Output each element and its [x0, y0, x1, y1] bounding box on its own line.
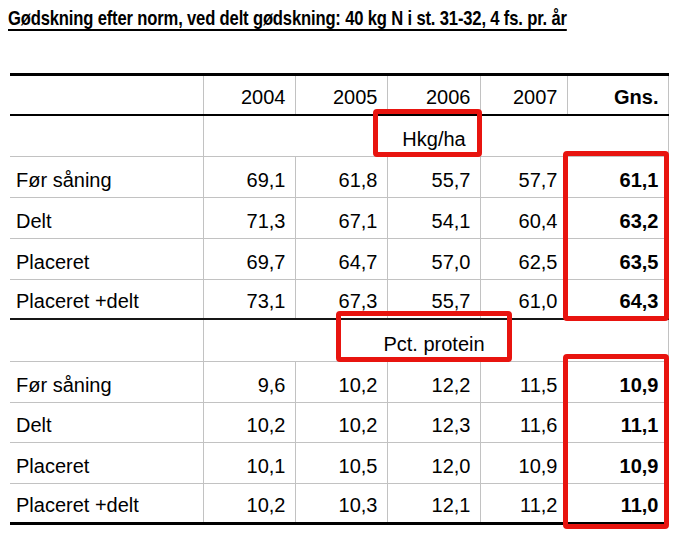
- data-cell: 55,7: [387, 280, 480, 319]
- data-cell: 67,3: [295, 280, 387, 319]
- data-cell: 10,1: [203, 443, 295, 484]
- row-label-cell: Placeret +delt: [10, 484, 203, 524]
- avg-cell: 11,0: [567, 484, 668, 524]
- row-label-cell: Placeret: [10, 239, 203, 280]
- data-cell: 12,0: [387, 443, 480, 484]
- table-row: Placeret +delt 73,1 67,3 55,7 61,0 64,3: [10, 280, 668, 319]
- data-cell: 10,3: [295, 484, 387, 524]
- data-cell: 10,2: [295, 403, 387, 443]
- band-empty-cell: [10, 319, 203, 362]
- data-cell: 11,5: [480, 362, 567, 403]
- data-cell: 12,3: [387, 403, 480, 443]
- section-band-row: Pct. protein: [10, 319, 668, 362]
- band-label-cell: Hkg/ha: [203, 115, 668, 157]
- avg-cell: 63,5: [567, 239, 668, 280]
- data-cell: 60,4: [480, 198, 567, 239]
- year-header-cell: 2006: [387, 75, 480, 115]
- row-label-cell: Før såning: [10, 362, 203, 403]
- data-cell: 10,5: [295, 443, 387, 484]
- year-header-cell: 2004: [203, 75, 295, 115]
- data-cell: 69,1: [203, 157, 295, 198]
- year-header-cell: 2007: [480, 75, 567, 115]
- data-cell: 64,7: [295, 239, 387, 280]
- row-label-cell: Før såning: [10, 157, 203, 198]
- data-cell: 62,5: [480, 239, 567, 280]
- data-cell: 12,1: [387, 484, 480, 524]
- row-label-cell: Placeret: [10, 443, 203, 484]
- avg-header-cell: Gns.: [567, 75, 668, 115]
- data-cell: 10,2: [203, 484, 295, 524]
- data-cell: 54,1: [387, 198, 480, 239]
- data-table: 2004 2005 2006 2007 Gns. Hkg/ha Før såni…: [10, 73, 669, 525]
- table-row: Før såning 9,6 10,2 12,2 11,5 10,9: [10, 362, 668, 403]
- table-header-row: 2004 2005 2006 2007 Gns.: [10, 75, 668, 115]
- row-label-cell: Delt: [10, 198, 203, 239]
- table-row: Placeret 69,7 64,7 57,0 62,5 63,5: [10, 239, 668, 280]
- data-cell: 61,0: [480, 280, 567, 319]
- data-cell: 9,6: [203, 362, 295, 403]
- corner-cell: [10, 75, 203, 115]
- data-cell: 10,9: [480, 443, 567, 484]
- data-cell: 61,8: [295, 157, 387, 198]
- table-row: Før såning 69,1 61,8 55,7 57,7 61,1: [10, 157, 668, 198]
- band-empty-cell: [10, 115, 203, 157]
- avg-cell: 61,1: [567, 157, 668, 198]
- data-cell: 12,2: [387, 362, 480, 403]
- data-cell: 57,0: [387, 239, 480, 280]
- page-title: Gødskning efter norm, ved delt gødskning…: [8, 6, 567, 30]
- avg-cell: 63,2: [567, 198, 668, 239]
- data-cell: 11,6: [480, 403, 567, 443]
- table-row: Delt 10,2 10,2 12,3 11,6 11,1: [10, 403, 668, 443]
- data-cell: 69,7: [203, 239, 295, 280]
- section-band-row: Hkg/ha: [10, 115, 668, 157]
- data-cell: 73,1: [203, 280, 295, 319]
- row-label-cell: Placeret +delt: [10, 280, 203, 319]
- data-cell: 71,3: [203, 198, 295, 239]
- year-header-cell: 2005: [295, 75, 387, 115]
- table-row: Placeret 10,1 10,5 12,0 10,9 10,9: [10, 443, 668, 484]
- avg-cell: 10,9: [567, 362, 668, 403]
- table-row: Placeret +delt 10,2 10,3 12,1 11,2 11,0: [10, 484, 668, 524]
- data-cell: 55,7: [387, 157, 480, 198]
- data-table-container: 2004 2005 2006 2007 Gns. Hkg/ha Før såni…: [10, 73, 669, 525]
- data-cell: 67,1: [295, 198, 387, 239]
- avg-cell: 10,9: [567, 443, 668, 484]
- data-cell: 10,2: [203, 403, 295, 443]
- data-cell: 57,7: [480, 157, 567, 198]
- band-label-cell: Pct. protein: [203, 319, 668, 362]
- avg-cell: 11,1: [567, 403, 668, 443]
- slide-page: Gødskning efter norm, ved delt gødskning…: [0, 0, 679, 538]
- data-cell: 10,2: [295, 362, 387, 403]
- row-label-cell: Delt: [10, 403, 203, 443]
- data-cell: 11,2: [480, 484, 567, 524]
- table-row: Delt 71,3 67,1 54,1 60,4 63,2: [10, 198, 668, 239]
- avg-cell: 64,3: [567, 280, 668, 319]
